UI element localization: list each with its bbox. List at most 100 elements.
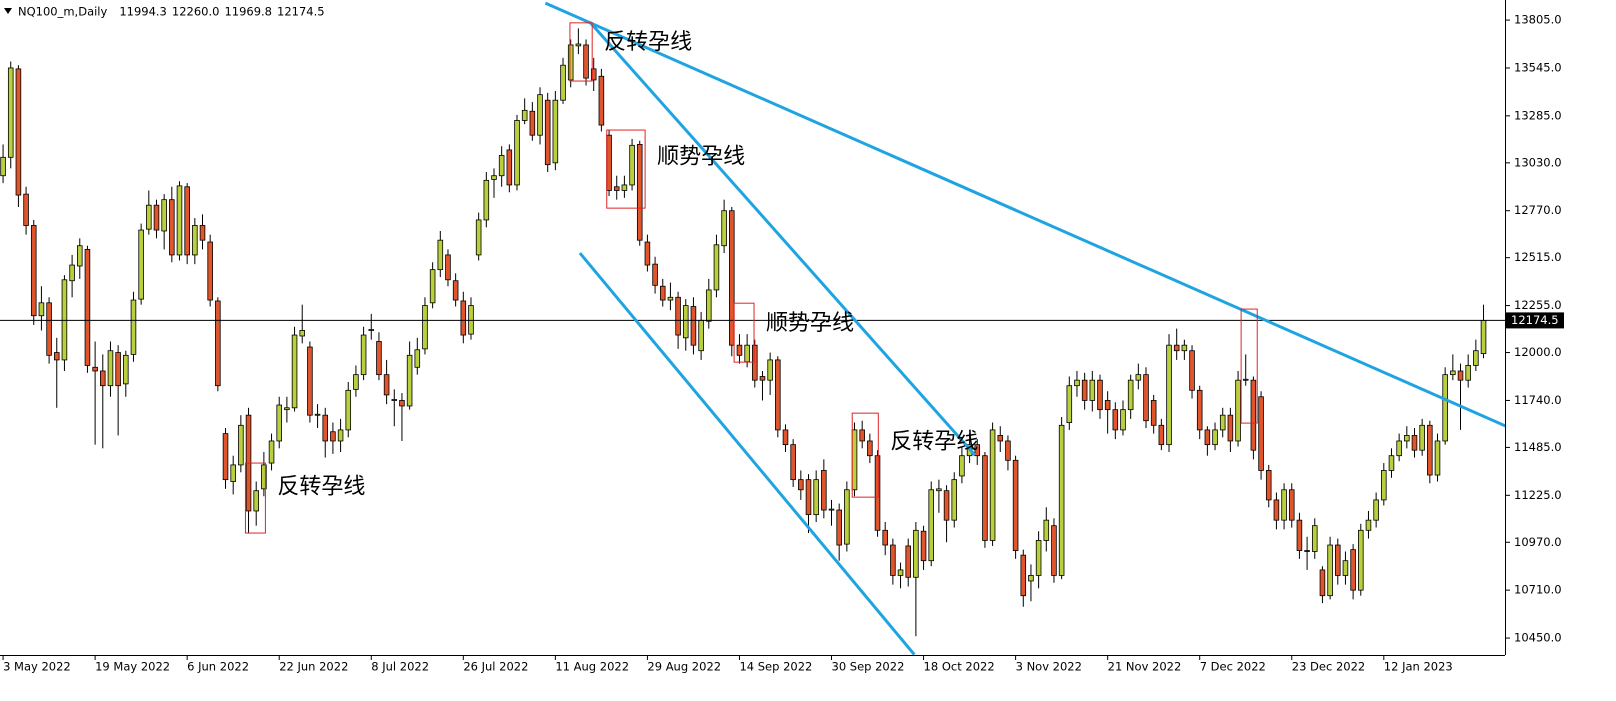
- candle-body: [1473, 350, 1479, 366]
- candle-body: [222, 433, 229, 481]
- candle-body: [974, 444, 981, 457]
- candle-body: [1166, 344, 1172, 446]
- trendline: [578, 252, 916, 655]
- candle-body: [1281, 489, 1287, 521]
- candle-body: [867, 440, 873, 457]
- candle-body: [1135, 374, 1142, 381]
- candle-body: [337, 429, 344, 442]
- candle-body: [874, 455, 881, 531]
- candle-body: [1150, 400, 1157, 426]
- candle-body: [1112, 409, 1119, 431]
- candle-body: [460, 300, 467, 336]
- pattern-box: [733, 302, 755, 363]
- candle-body: [1242, 378, 1249, 381]
- candle-body: [729, 210, 735, 346]
- candle-body: [169, 199, 175, 256]
- candle-body: [1143, 374, 1149, 422]
- x-tick-label: 21 Nov 2022: [1108, 660, 1182, 674]
- candle-body: [759, 376, 766, 381]
- candle-body: [84, 249, 91, 366]
- candle-body: [598, 75, 605, 126]
- candle-body: [775, 359, 781, 431]
- candle-body: [345, 389, 352, 431]
- candle-body: [1273, 499, 1280, 521]
- candle-body: [1204, 429, 1211, 446]
- candle-body: [399, 400, 405, 407]
- candle-body: [959, 455, 965, 477]
- candle-body: [422, 305, 428, 350]
- candle-body: [153, 204, 160, 231]
- candle-body: [1334, 544, 1341, 576]
- candle-body: [514, 120, 520, 186]
- candle-body: [207, 241, 213, 301]
- y-tick-label: 11740.0: [1514, 393, 1562, 407]
- candle-body: [997, 435, 1004, 442]
- candle-body: [1043, 519, 1050, 541]
- candle-body: [452, 280, 459, 301]
- candle-body: [606, 134, 612, 191]
- candle-body: [360, 334, 367, 376]
- candle-body: [498, 155, 505, 177]
- candle-body: [253, 490, 259, 512]
- y-tick-label: 13285.0: [1514, 108, 1562, 122]
- candle-body: [744, 344, 750, 363]
- pattern-label: 顺势孕线: [766, 311, 854, 336]
- candle-body: [30, 225, 37, 317]
- candle-body: [123, 354, 129, 385]
- candle-body: [1427, 424, 1433, 476]
- header-value: 11994.3: [119, 5, 167, 19]
- x-tick-label: 11 Aug 2022: [555, 660, 629, 674]
- y-tick-label: 10450.0: [1514, 631, 1562, 645]
- candle-body: [1066, 385, 1073, 423]
- candle-body: [1097, 379, 1103, 411]
- candle-body: [1081, 379, 1088, 401]
- candle-body: [307, 346, 313, 416]
- x-tick-label: 12 Jan 2023: [1384, 660, 1453, 674]
- candle-body: [92, 366, 98, 372]
- candle-body: [752, 344, 758, 381]
- y-tick-label: 13545.0: [1514, 60, 1562, 74]
- candle-body: [1381, 470, 1387, 501]
- candle-body: [176, 185, 183, 256]
- candle-body: [215, 300, 221, 387]
- pattern-box: [1240, 308, 1258, 424]
- candle-body: [575, 43, 582, 47]
- candle-body: [445, 254, 451, 281]
- candle-body: [1450, 370, 1456, 376]
- candle-body: [859, 429, 865, 442]
- y-tick-label: 10710.0: [1514, 583, 1562, 597]
- candle-body: [613, 186, 620, 191]
- candle-body: [1235, 379, 1241, 442]
- candle-body: [905, 545, 911, 578]
- candle-body: [376, 341, 382, 376]
- candle-body: [199, 225, 206, 241]
- candle-body: [1434, 440, 1441, 476]
- x-tick-label: 14 Sep 2022: [739, 660, 812, 674]
- header-value: 12260.0: [172, 5, 220, 19]
- candle-body: [1358, 529, 1364, 591]
- pattern-label: 顺势孕线: [657, 144, 745, 169]
- candle-body: [790, 444, 796, 481]
- candle-body: [284, 407, 290, 411]
- candle-body: [1480, 320, 1487, 355]
- candle-body: [1089, 379, 1096, 401]
- plot-area: [0, 1, 1505, 655]
- candle-body: [1365, 519, 1372, 531]
- y-tick-label: 11225.0: [1514, 488, 1562, 502]
- candle-body: [1396, 440, 1402, 457]
- candle-body: [544, 99, 551, 166]
- candle-body: [1311, 525, 1318, 552]
- candle-body: [491, 175, 497, 180]
- pattern-box: [606, 129, 646, 209]
- x-tick-label: 23 Dec 2022: [1292, 660, 1365, 674]
- x-tick-label: 6 Jun 2022: [187, 660, 249, 674]
- candle-body: [805, 479, 812, 516]
- candle-body: [23, 193, 29, 226]
- candle-body: [521, 109, 528, 121]
- pattern-label: 反转孕线: [604, 30, 692, 55]
- candle-body: [46, 302, 52, 356]
- candle-body: [1250, 379, 1257, 451]
- candle-body: [721, 210, 727, 247]
- candle-body: [69, 264, 75, 282]
- candle-body: [291, 334, 298, 409]
